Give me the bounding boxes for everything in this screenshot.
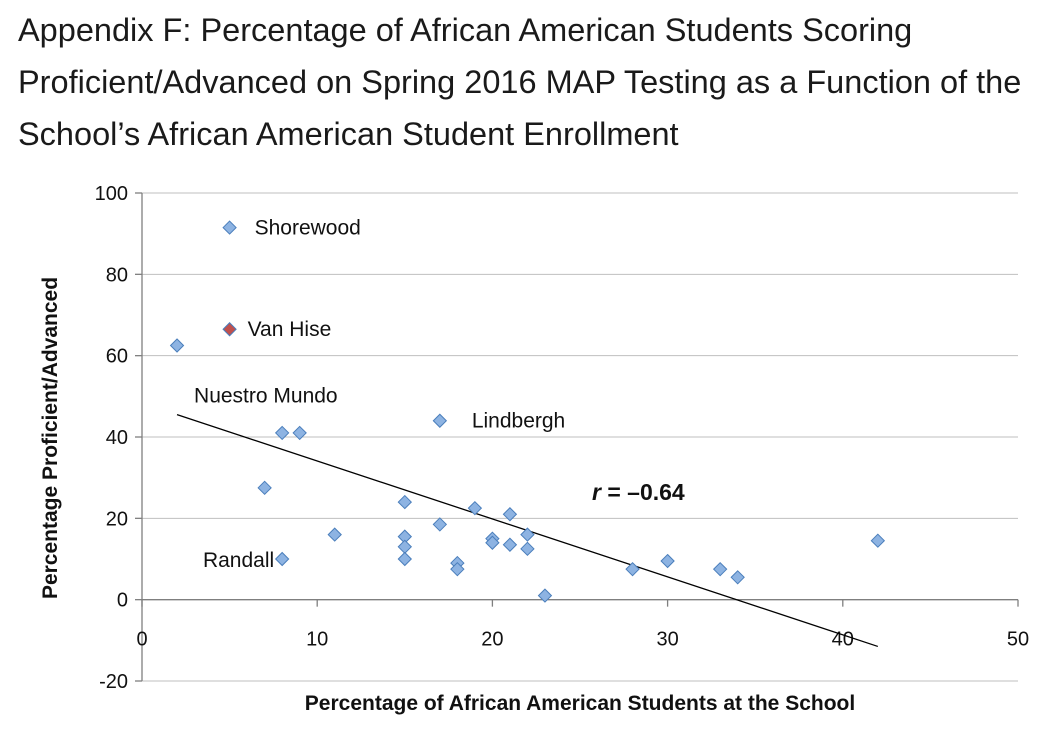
data-point — [537, 588, 553, 603]
y-tick-labels: -20 0 20 40 60 80 100 — [95, 183, 128, 693]
point-label: Lindbergh — [472, 410, 565, 433]
r-value: = –0.64 — [601, 479, 685, 505]
x-tick-label: 40 — [832, 629, 854, 651]
gridlines — [142, 192, 1018, 682]
x-axis-title: Percentage of African American Students … — [305, 692, 855, 715]
data-point — [520, 527, 535, 542]
point-label: Shorewood — [255, 217, 361, 240]
x-tick-label: 50 — [1007, 629, 1029, 651]
data-point — [520, 541, 535, 557]
data-point — [660, 553, 675, 569]
r-symbol: r — [592, 479, 602, 505]
data-point — [432, 413, 448, 428]
data-point — [222, 322, 237, 337]
x-tick-label: 0 — [136, 629, 147, 651]
data-point — [432, 517, 448, 532]
data-point — [274, 551, 290, 567]
y-tick-label: 0 — [117, 590, 128, 612]
y-tick-label: -20 — [99, 671, 128, 693]
data-point — [397, 494, 413, 510]
data-point — [292, 425, 307, 441]
data-point — [397, 551, 413, 567]
data-point — [730, 570, 745, 585]
x-tick-labels: 0 10 20 30 40 50 — [136, 629, 1029, 651]
data-point — [625, 561, 640, 577]
x-tick-label: 10 — [306, 629, 328, 651]
data-point — [222, 220, 237, 235]
data-point — [169, 338, 185, 353]
data-point — [502, 537, 518, 552]
y-tick-label: 80 — [106, 264, 128, 286]
data-point — [467, 500, 483, 516]
data-point — [450, 561, 465, 577]
axes — [135, 192, 1019, 682]
x-tick-label: 20 — [481, 629, 503, 651]
data-point — [502, 507, 518, 522]
x-tick-label: 30 — [656, 629, 678, 651]
data-point — [712, 561, 728, 577]
data-point — [274, 425, 290, 441]
correlation-annotation: r = –0.64 — [592, 479, 685, 505]
page-title: Appendix F: Percentage of African Americ… — [18, 12, 1022, 152]
point-label: Randall — [203, 549, 274, 572]
y-tick-label: 100 — [95, 183, 128, 205]
point-label: Van Hise — [248, 318, 332, 341]
data-points — [169, 220, 886, 603]
data-point — [327, 527, 342, 542]
data-point — [257, 480, 272, 496]
data-point — [870, 533, 886, 548]
y-tick-label: 60 — [106, 346, 128, 368]
y-axis-title: Percentage Proficient/Advanced — [39, 277, 62, 599]
point-label: Nuestro Mundo — [194, 385, 338, 408]
y-tick-label: 20 — [106, 508, 128, 530]
point-labels: Shorewood Van Hise Nuestro Mundo Lindbergh R… — [194, 217, 565, 572]
data-point — [485, 535, 500, 550]
data-point — [397, 539, 413, 555]
y-tick-label: 40 — [106, 427, 128, 449]
